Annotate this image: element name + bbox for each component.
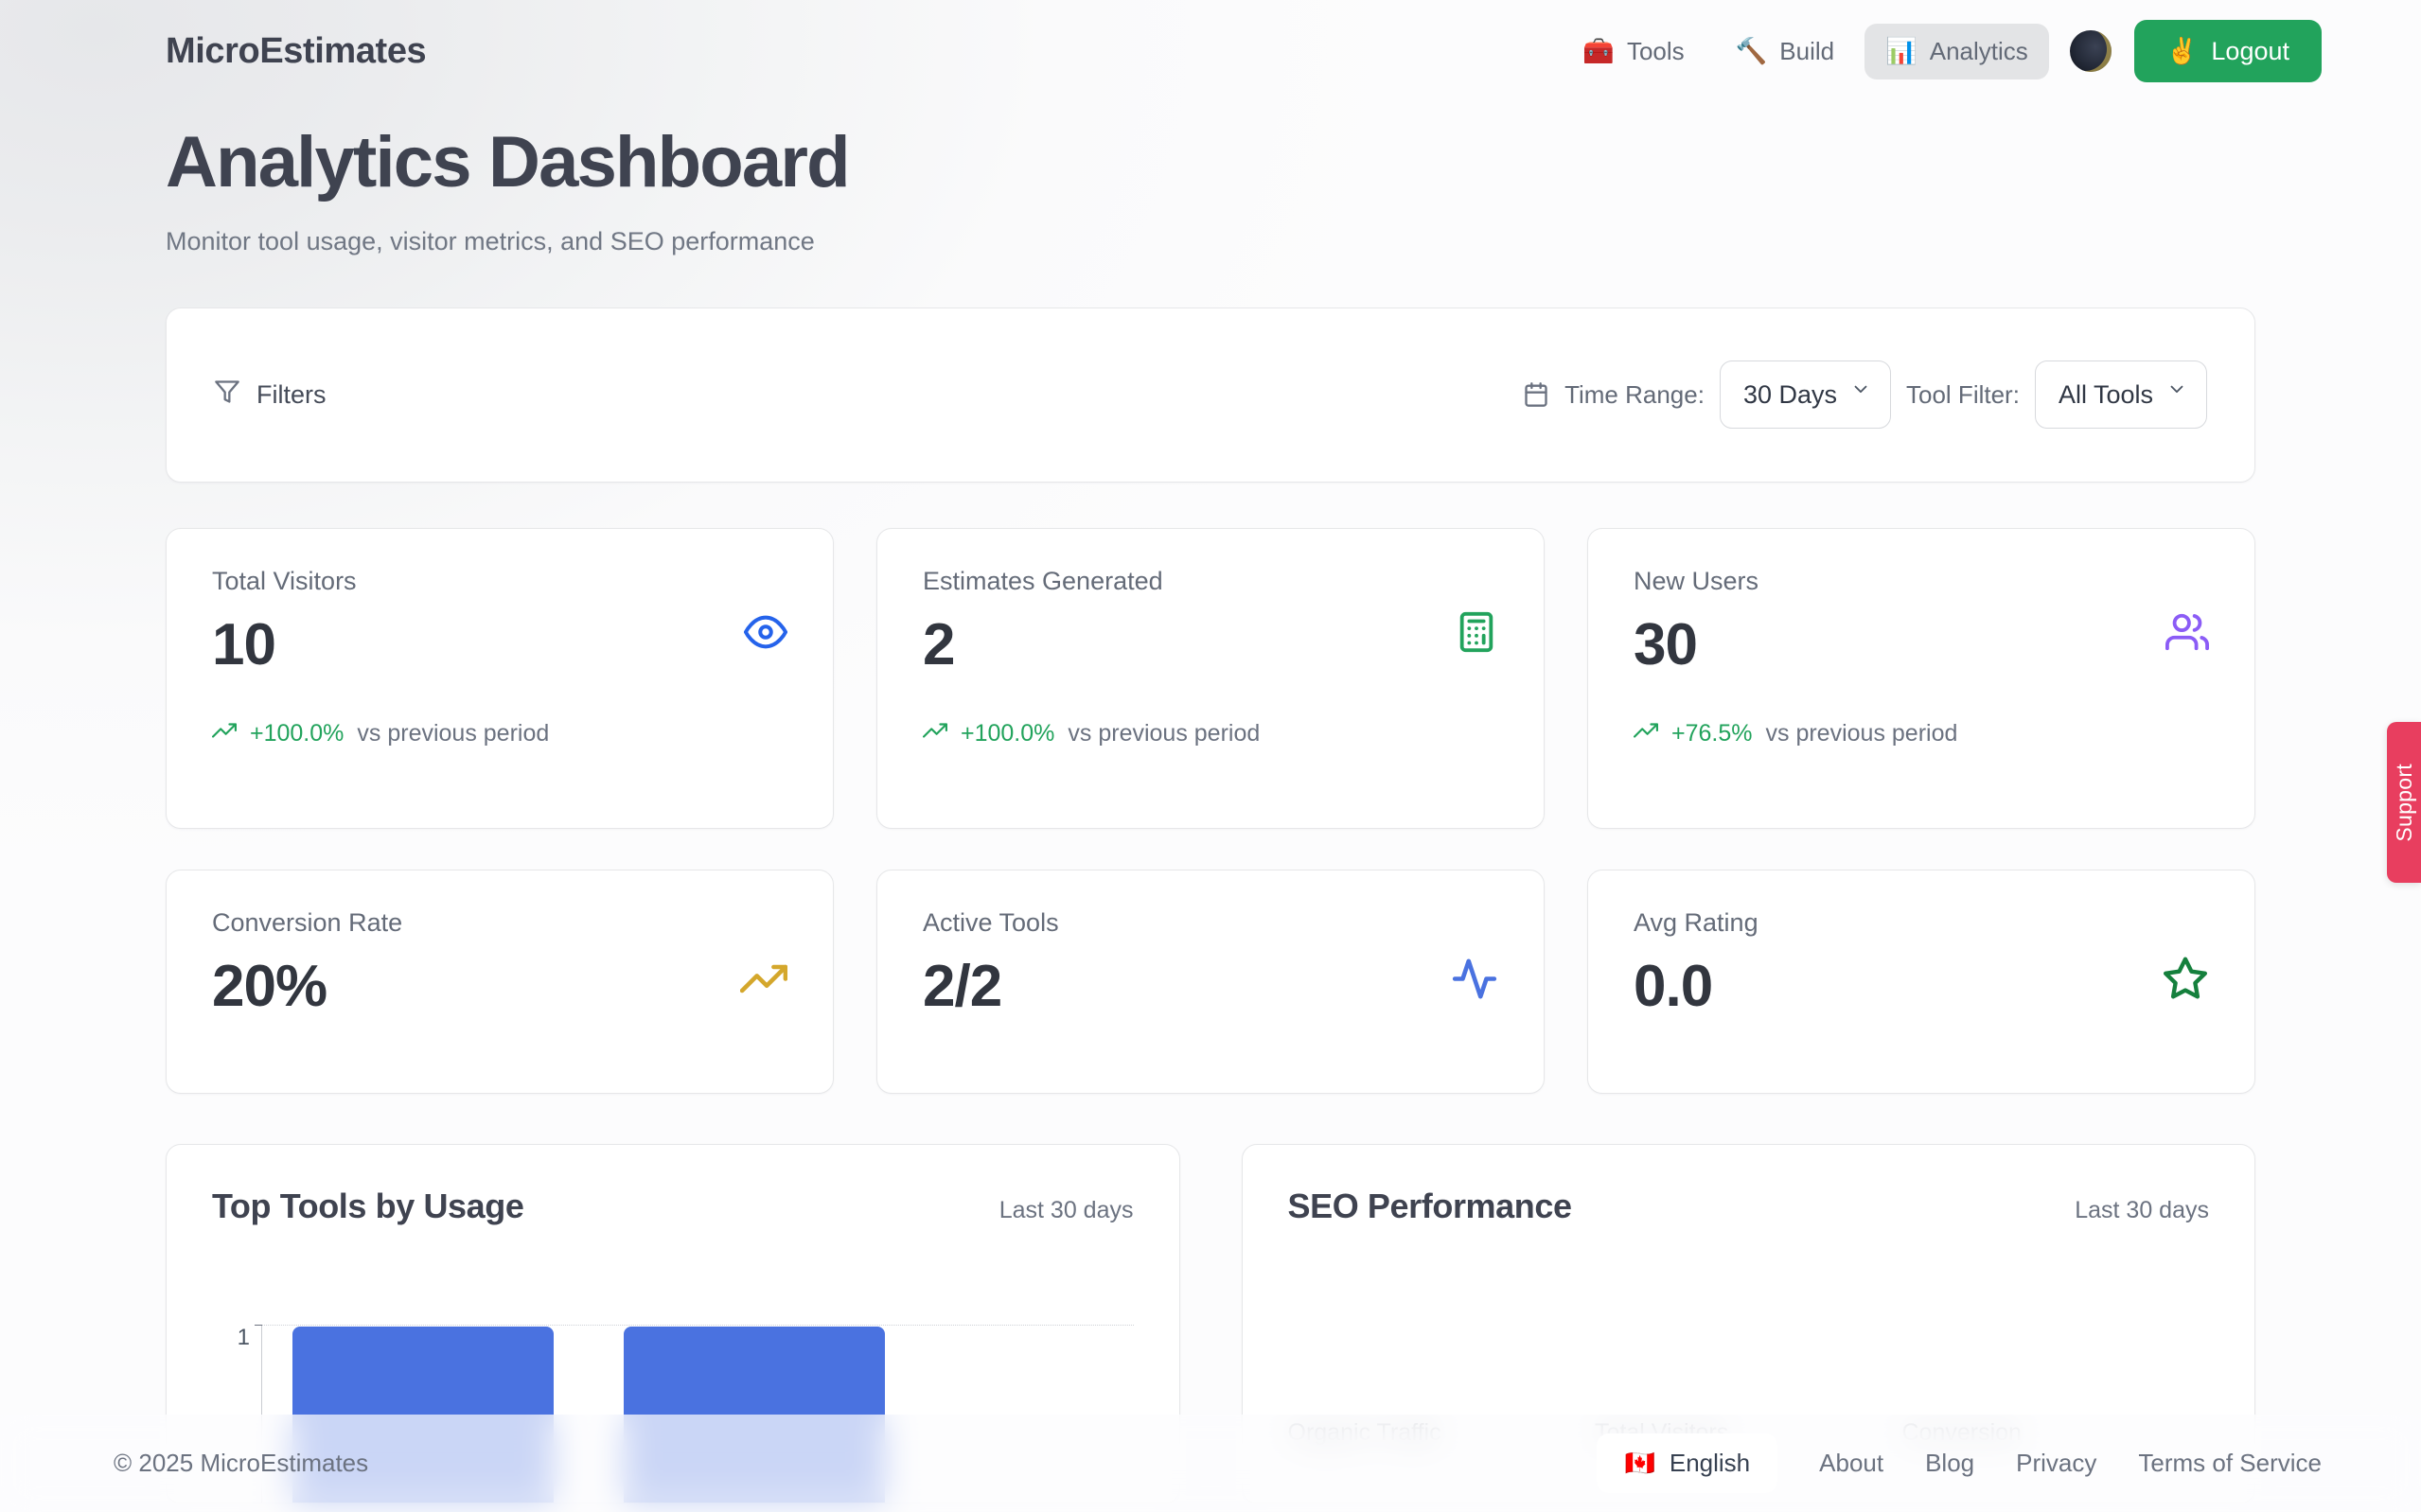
bar-chart-icon: 📊 [1885, 36, 1917, 65]
footer-link-terms[interactable]: Terms of Service [2138, 1449, 2322, 1477]
nav-links-group: 🧰 Tools 🔨 Build 📊 Analytics ✌️ Logout [1562, 20, 2322, 82]
footer-link-about[interactable]: About [1819, 1449, 1884, 1477]
page-footer: © 2025 MicroEstimates 🇨🇦 English About B… [0, 1415, 2421, 1512]
stat-card-avg-rating: Avg Rating 0.0 [1587, 869, 2255, 1094]
user-avatar[interactable] [2069, 30, 2112, 72]
stat-label: Total Visitors [212, 566, 357, 595]
nav-item-tools[interactable]: 🧰 Tools [1562, 24, 1705, 79]
nav-item-analytics-label: Analytics [1929, 36, 2028, 65]
nav-item-analytics[interactable]: 📊 Analytics [1864, 23, 2049, 79]
stat-card-new-users: New Users 30 +76.5% vs previous period [1587, 527, 2255, 829]
panel-header: SEO Performance Last 30 days [1288, 1187, 2210, 1226]
stat-card-active-tools: Active Tools 2/2 [876, 869, 1545, 1094]
canada-flag-icon: 🇨🇦 [1624, 1449, 1655, 1477]
filters-label-group: Filters [214, 378, 327, 412]
stat-card-conversion-rate: Conversion Rate 20% [166, 869, 834, 1094]
top-navigation-bar: MicroEstimates 🧰 Tools 🔨 Build 📊 Analyti… [0, 0, 2421, 102]
stat-value: 20% [212, 953, 327, 1019]
stat-label: Estimates Generated [923, 566, 1163, 595]
toolbox-icon: 🧰 [1582, 36, 1615, 65]
stat-value: 10 [212, 611, 276, 677]
trend-up-icon [212, 718, 237, 749]
stat-delta-suffix: vs previous period [357, 719, 550, 747]
panel-header: Top Tools by Usage Last 30 days [212, 1187, 1134, 1226]
page-header: Analytics Dashboard Monitor tool usage, … [0, 102, 2421, 256]
stat-delta: +100.0% [961, 719, 1055, 747]
panel-title: Top Tools by Usage [212, 1186, 524, 1225]
chevron-down-icon [2166, 377, 2187, 406]
stats-grid-row-1: Total Visitors 10 +100.0% vs previous pe… [166, 527, 2255, 829]
stat-trend: +100.0% vs previous period [923, 718, 1498, 749]
stat-delta: +100.0% [250, 719, 345, 747]
eye-icon [743, 610, 788, 659]
trending-up-icon [739, 956, 788, 1008]
stat-delta: +76.5% [1671, 719, 1753, 747]
time-range-value: 30 Days [1742, 379, 1838, 409]
star-icon [2162, 956, 2209, 1008]
panel-title: SEO Performance [1287, 1186, 1573, 1225]
y-axis-tick-mark [255, 1324, 262, 1326]
stat-delta-suffix: vs previous period [1765, 719, 1958, 747]
stat-card-total-visitors: Total Visitors 10 +100.0% vs previous pe… [166, 527, 834, 829]
filters-controls-group: Time Range: 30 Days Tool Filter: All Too… [1523, 360, 2207, 430]
panel-meta: Last 30 days [2075, 1196, 2209, 1223]
footer-links-group: 🇨🇦 English About Blog Privacy Terms of S… [1597, 1433, 2322, 1493]
support-tab-button[interactable]: Support [2387, 722, 2421, 883]
filters-bar: Filters Time Range: 30 Days Tool Filter: [166, 307, 2255, 483]
trend-up-icon [923, 718, 947, 749]
calendar-icon [1523, 381, 1549, 408]
stat-label: Conversion Rate [212, 907, 403, 937]
users-icon [2165, 610, 2209, 659]
nav-item-tools-label: Tools [1626, 36, 1685, 65]
chart-gridline [255, 1324, 1134, 1326]
tool-filter-label: Tool Filter: [1906, 379, 2020, 409]
panel-meta: Last 30 days [998, 1196, 1134, 1223]
stat-value: 0.0 [1634, 953, 1713, 1019]
stat-trend: +76.5% vs previous period [1634, 718, 2209, 749]
y-axis-tick-label: 1 [237, 1324, 250, 1350]
time-range-label: Time Range: [1564, 379, 1705, 409]
trend-up-icon [1634, 718, 1658, 749]
brand-logo[interactable]: MicroEstimates [166, 30, 427, 71]
stat-value: 30 [1634, 611, 1698, 677]
stat-trend: +100.0% vs previous period [212, 718, 787, 749]
footer-copyright: © 2025 MicroEstimates [114, 1449, 369, 1477]
language-selector[interactable]: 🇨🇦 English [1597, 1433, 1778, 1493]
hammer-icon: 🔨 [1735, 36, 1768, 65]
stat-label: New Users [1634, 566, 1759, 595]
page-title: Analytics Dashboard [166, 122, 851, 202]
tool-filter-value: All Tools [2058, 379, 2153, 409]
calculator-icon [1455, 610, 1498, 659]
stat-value: 2/2 [923, 953, 1002, 1019]
filters-label: Filters [256, 379, 327, 409]
stat-label: Active Tools [923, 907, 1059, 937]
chevron-down-icon [1850, 377, 1871, 406]
stat-value: 2 [923, 611, 955, 677]
stat-delta-suffix: vs previous period [1068, 719, 1261, 747]
stat-card-estimates-generated: Estimates Generated 2 +100.0% vs previou… [876, 527, 1545, 829]
logout-button[interactable]: ✌️ Logout [2133, 20, 2322, 82]
filter-funnel-icon [214, 378, 240, 412]
logout-button-label: Logout [2211, 36, 2289, 65]
stat-label: Avg Rating [1634, 907, 1758, 937]
activity-pulse-icon [1451, 956, 1498, 1008]
nav-item-build[interactable]: 🔨 Build [1715, 24, 1855, 79]
tool-filter-select[interactable]: All Tools [2034, 360, 2207, 430]
support-tab-label: Support [2391, 763, 2416, 842]
language-selector-label: English [1669, 1449, 1751, 1477]
page-subtitle: Monitor tool usage, visitor metrics, and… [166, 226, 815, 255]
victory-hand-icon: ✌️ [2165, 37, 2199, 65]
nav-item-build-label: Build [1779, 36, 1835, 65]
footer-link-privacy[interactable]: Privacy [2016, 1449, 2097, 1477]
stats-grid-row-2: Conversion Rate 20% Active Tools 2/2 Avg… [166, 869, 2255, 1094]
footer-link-blog[interactable]: Blog [1925, 1449, 1975, 1477]
time-range-select[interactable]: 30 Days [1719, 360, 1892, 430]
